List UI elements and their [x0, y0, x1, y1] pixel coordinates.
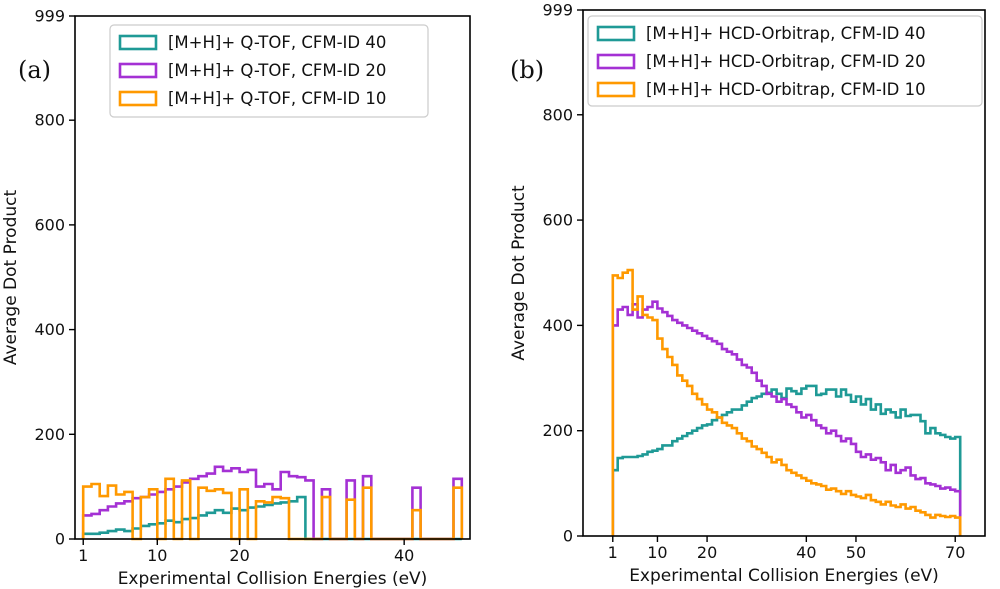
axes-frame [582, 9, 986, 537]
axes-frame [74, 15, 471, 540]
x-tick-label: 50 [846, 543, 866, 562]
y-tick-label: 600 [34, 215, 65, 234]
y-tick-label: 999 [34, 7, 65, 26]
x-tick-label: 70 [945, 543, 965, 562]
legend-swatch-2 [118, 90, 158, 107]
legend-swatch-1 [118, 62, 158, 79]
y-axis-label: Average Dot Product [1, 190, 21, 366]
x-tick-label: 1 [608, 543, 618, 562]
legend-swatch-0 [596, 25, 636, 42]
series-line-2 [611, 268, 962, 536]
x-tick-label: 1 [78, 546, 88, 565]
legend-swatch-2 [596, 81, 636, 98]
x-tick-label: 20 [229, 546, 249, 565]
legend-label-2: [M+H]+ Q-TOF, CFM-ID 10 [168, 89, 386, 108]
y-tick-label: 400 [542, 316, 573, 335]
y-tick-label: 800 [34, 111, 65, 130]
y-tick-label: 400 [34, 320, 65, 339]
legend-label-0: [M+H]+ HCD-Orbitrap, CFM-ID 40 [646, 24, 926, 43]
x-tick-label: 10 [147, 546, 167, 565]
legend: [M+H]+ HCD-Orbitrap, CFM-ID 40 [M+H]+ HCD… [587, 15, 983, 107]
y-tick-label: 999 [542, 1, 573, 20]
y-axis-label: Average Dot Product [509, 185, 529, 361]
legend: [M+H]+ Q-TOF, CFM-ID 40 [M+H]+ Q-TOF, CFM… [109, 24, 429, 118]
x-axis-label: Experimental Collision Energies (eV) [118, 569, 428, 589]
legend-swatch-0 [118, 34, 158, 51]
legend-box [109, 24, 429, 118]
x-tick-label: 40 [796, 543, 816, 562]
y-tick-label: 800 [542, 105, 573, 124]
legend-box [587, 15, 983, 107]
panel-label: (a) [18, 56, 51, 84]
x-axis-label: Experimental Collision Energies (eV) [629, 566, 939, 586]
legend-label-0: [M+H]+ Q-TOF, CFM-ID 40 [168, 33, 386, 52]
legend-label-2: [M+H]+ HCD-Orbitrap, CFM-ID 10 [646, 80, 926, 99]
panel-label: (b) [510, 56, 544, 84]
y-tick-label: 200 [542, 421, 573, 440]
legend-label-1: [M+H]+ HCD-Orbitrap, CFM-ID 20 [646, 52, 926, 71]
y-tick-label: 0 [563, 527, 573, 546]
series-line-1 [611, 300, 962, 536]
chart-panel-a: 0 200 400 600 800 999 1 10 20 40 Experimental Coll… [1, 7, 471, 589]
y-tick-label: 600 [542, 211, 573, 230]
y-tick-label: 0 [55, 530, 65, 549]
series-line-0 [611, 384, 962, 536]
x-tick-label: 20 [697, 543, 717, 562]
x-tick-label: 40 [394, 546, 414, 565]
legend-swatch-1 [596, 53, 636, 70]
legend-label-1: [M+H]+ Q-TOF, CFM-ID 20 [168, 61, 386, 80]
x-tick-label: 10 [647, 543, 667, 562]
chart-panel-b: 0 200 400 600 800 999 1 10 20 40 50 70 Experimental … [509, 1, 986, 586]
y-tick-label: 200 [34, 425, 65, 444]
